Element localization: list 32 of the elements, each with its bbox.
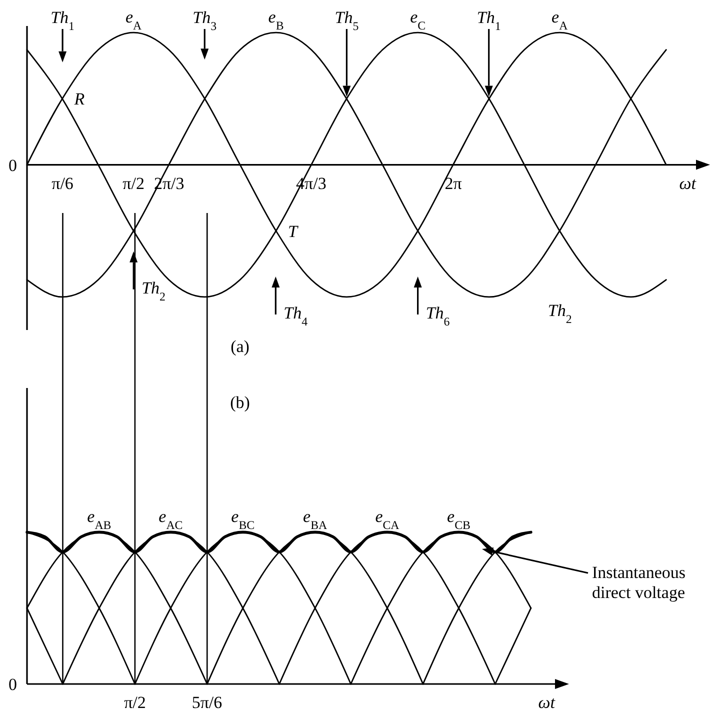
annotation: Th$_{6}$: [426, 303, 450, 328]
x-tick-label: π/6: [52, 174, 74, 193]
x-axis-title: ωt: [538, 693, 556, 710]
annotation: Th$_{4}$: [284, 303, 308, 328]
text: Instantaneous direct voltage: [592, 563, 686, 602]
text: 0: [8, 156, 17, 175]
series-label: e$_{BC}$: [231, 507, 255, 532]
annotation: e$_{A}$: [552, 8, 568, 33]
x-tick-label: π/2: [122, 174, 144, 193]
annotation: Th$_{2}$: [548, 301, 572, 326]
series-label: e$_{BA}$: [303, 507, 328, 532]
x-tick-label: π/2: [124, 693, 146, 710]
annotation: T: [288, 222, 300, 241]
text: (a): [230, 337, 250, 356]
x-tick-label: 2π: [444, 174, 462, 193]
text: 0: [8, 675, 17, 694]
x-tick-label: 5π/6: [192, 693, 222, 710]
annotation: R: [73, 90, 86, 109]
series-label: e$_{CB}$: [447, 507, 471, 532]
annotation: Th$_{1}$: [50, 8, 75, 33]
series-label: e$_{AB}$: [87, 507, 112, 532]
series-label: e$_{A}$: [125, 8, 142, 33]
annotation: Th$_{1}$: [476, 8, 501, 33]
series-label: e$_{C}$: [410, 8, 426, 33]
annotation: Th$_{5}$: [334, 8, 359, 33]
annotation: Th$_{3}$: [192, 8, 217, 33]
series-label: e$_{AC}$: [158, 507, 183, 532]
series-label: e$_{CA}$: [375, 507, 400, 532]
x-axis-title: ωt: [679, 174, 698, 193]
annotation: Th$_{2}$: [142, 278, 166, 304]
series-label: e$_{B}$: [268, 8, 284, 33]
annotation: (b): [230, 393, 250, 412]
